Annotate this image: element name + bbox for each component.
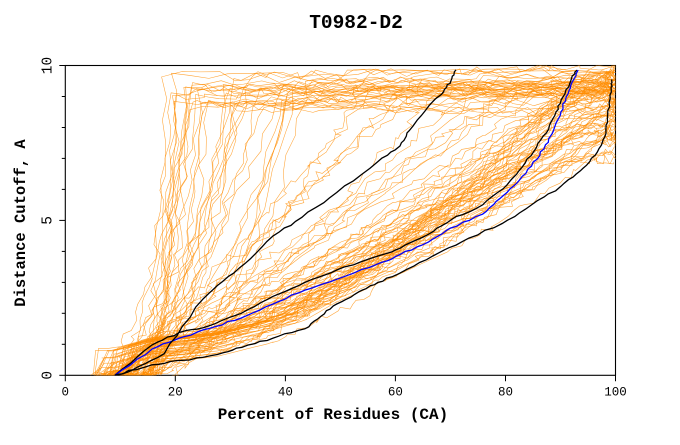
svg-text:10: 10: [40, 57, 56, 74]
svg-text:0: 0: [62, 385, 70, 399]
svg-text:0: 0: [40, 371, 56, 380]
svg-text:40: 40: [278, 385, 293, 399]
svg-text:100: 100: [604, 385, 627, 399]
svg-text:Percent of Residues (CA): Percent of Residues (CA): [218, 406, 448, 424]
svg-text:60: 60: [388, 385, 403, 399]
svg-text:80: 80: [498, 385, 513, 399]
svg-text:T0982-D2: T0982-D2: [309, 12, 403, 34]
svg-text:20: 20: [168, 385, 183, 399]
svg-text:5: 5: [40, 216, 56, 225]
svg-text:Distance Cutoff, A: Distance Cutoff, A: [12, 139, 30, 307]
